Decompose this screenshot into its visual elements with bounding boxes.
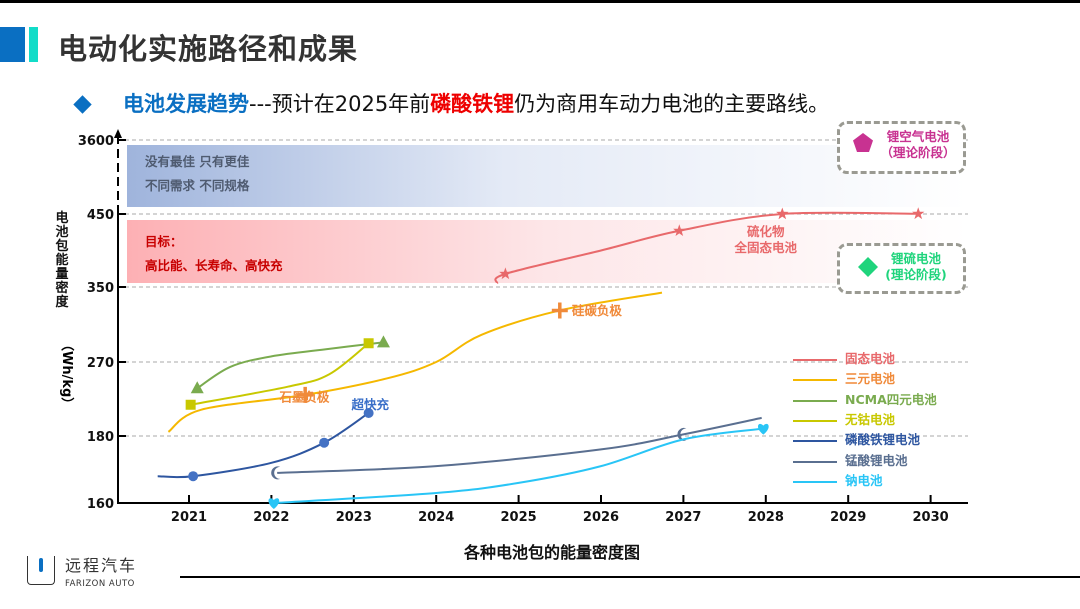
- series-line: [190, 342, 370, 406]
- moon-marker-icon: [677, 427, 687, 441]
- square-marker-icon: [185, 399, 196, 410]
- y-tick-label: 450: [87, 208, 114, 223]
- heart-marker-icon: [757, 423, 769, 435]
- legend-swatch: [793, 460, 837, 463]
- chart-title: 各种电池包的能量密度图: [463, 543, 640, 562]
- x-tick-label: 2023: [336, 510, 372, 525]
- annotation-label: 硅碳负极: [572, 303, 623, 318]
- x-tick-label: 2027: [665, 510, 701, 525]
- y-tick-label: 160: [87, 497, 114, 512]
- logo-cn: 远程汽车: [65, 556, 138, 575]
- page-title: 电动化实施路径和成果: [58, 32, 359, 66]
- band-text-3: 目标：: [145, 234, 183, 249]
- series-4: [157, 407, 374, 482]
- logo-bar-icon: [39, 558, 43, 572]
- plus-marker-icon: [297, 386, 314, 403]
- band-text-4: 高比能、长寿命、高快充: [145, 258, 283, 273]
- annotation-label: 全固态电池: [734, 240, 798, 255]
- series-0: [494, 207, 925, 285]
- legend-label: 磷酸铁锂电池: [845, 432, 921, 448]
- logo-shield-icon: [27, 556, 55, 585]
- circle-marker-icon: [188, 471, 199, 482]
- subtitle-text-2: 仍为商用车动力电池的主要路线。: [514, 92, 830, 116]
- y-tick-label: 270: [87, 356, 114, 371]
- triangle-marker-icon: [190, 381, 204, 394]
- lithium-air-stage: （理论阶段）: [880, 145, 956, 160]
- star-marker-icon: [499, 267, 512, 280]
- series-line: [157, 412, 370, 479]
- legend-swatch: [793, 480, 837, 483]
- x-tick-label: 2025: [501, 510, 537, 525]
- y-axis-unit: （Wh/kg）: [59, 338, 74, 411]
- series-line: [277, 416, 762, 474]
- legend-swatch: [793, 440, 837, 443]
- moon-marker-icon: [271, 466, 281, 480]
- band-text-2: 不同需求 不同规格: [145, 178, 250, 193]
- blue-band: [127, 145, 967, 207]
- series-line: [273, 427, 764, 504]
- header-accent-blue: [0, 27, 25, 62]
- star-marker-icon: [912, 207, 925, 220]
- legend-swatch: [793, 359, 837, 361]
- circle-marker-icon: [363, 407, 374, 418]
- lithium-sulfur-title: 锂硫电池: [890, 251, 941, 266]
- lithium-air-label: 锂空气电池 （理论阶段）: [878, 129, 958, 161]
- lithium-sulfur-box: 锂硫电池 (理论阶段): [837, 243, 966, 294]
- subtitle-highlight: 电池发展趋势: [123, 92, 249, 116]
- legend-label: 固态电池: [845, 351, 896, 366]
- series-6: [268, 423, 769, 509]
- red-band: [127, 220, 967, 283]
- y-tick-label: 180: [87, 430, 114, 445]
- series-1: [167, 291, 663, 433]
- heart-marker-icon: [268, 498, 280, 509]
- pentagon-icon: [853, 133, 873, 152]
- series-5: [271, 416, 762, 480]
- legend-label: 无钴电池: [845, 411, 896, 427]
- series-line: [196, 341, 384, 390]
- star-marker-icon: [673, 224, 686, 236]
- annotation-label: 超快充: [351, 397, 390, 412]
- band-text-1: 没有最佳 只有更佳: [145, 154, 250, 169]
- y-tick-label: 3600: [78, 134, 114, 149]
- series-3: [185, 338, 374, 410]
- legend-label: 锰酸锂电池: [845, 452, 908, 468]
- footer-line: [180, 576, 1080, 578]
- plus-marker-icon: [551, 302, 568, 319]
- triangle-marker-icon: [376, 335, 390, 348]
- subtitle: 电池发展趋势---预计在2025年前磷酸铁锂仍为商用车动力电池的主要路线。: [72, 88, 829, 118]
- circle-marker-icon: [319, 437, 330, 448]
- subtitle-text-1: ---预计在2025年前: [249, 92, 431, 116]
- series-2: [190, 335, 390, 394]
- lithium-sulfur-label: 锂硫电池 (理论阶段): [878, 251, 954, 283]
- subtitle-red: 磷酸铁锂: [430, 92, 515, 116]
- header-accent-teal: [29, 27, 38, 62]
- legend-label: 三元电池: [845, 371, 896, 387]
- legend-label: NCMA四元电池: [845, 391, 937, 407]
- x-tick-label: 2024: [418, 510, 454, 525]
- diamond-icon: [858, 257, 878, 277]
- annotation-label: 石墨负极: [278, 389, 330, 404]
- x-tick-label: 2030: [913, 510, 949, 525]
- lithium-air-title: 锂空气电池: [886, 129, 950, 144]
- lithium-air-box: 锂空气电池 （理论阶段）: [837, 121, 966, 174]
- y-axis-arrow-icon: [114, 129, 122, 138]
- x-tick-label: 2022: [253, 510, 289, 525]
- x-tick-label: 2028: [748, 510, 784, 525]
- x-tick-label: 2029: [830, 510, 866, 525]
- x-tick-label: 2021: [171, 510, 207, 525]
- star-marker-icon: [776, 207, 789, 220]
- legend-swatch: [793, 379, 837, 382]
- y-axis-label: 电池包能量密度: [55, 211, 69, 310]
- logo-en: FARIZON AUTO: [65, 579, 135, 589]
- x-tick-label: 2026: [583, 510, 619, 525]
- legend-swatch: [793, 399, 837, 402]
- square-marker-icon: [363, 338, 374, 349]
- annotation-label: 硫化物: [747, 224, 785, 239]
- top-border: [0, 0, 1080, 3]
- legend-label: 钠电池: [845, 472, 883, 488]
- legend-swatch: [793, 419, 837, 422]
- y-tick-label: 350: [87, 281, 114, 296]
- lithium-sulfur-stage: (理论阶段): [885, 267, 947, 282]
